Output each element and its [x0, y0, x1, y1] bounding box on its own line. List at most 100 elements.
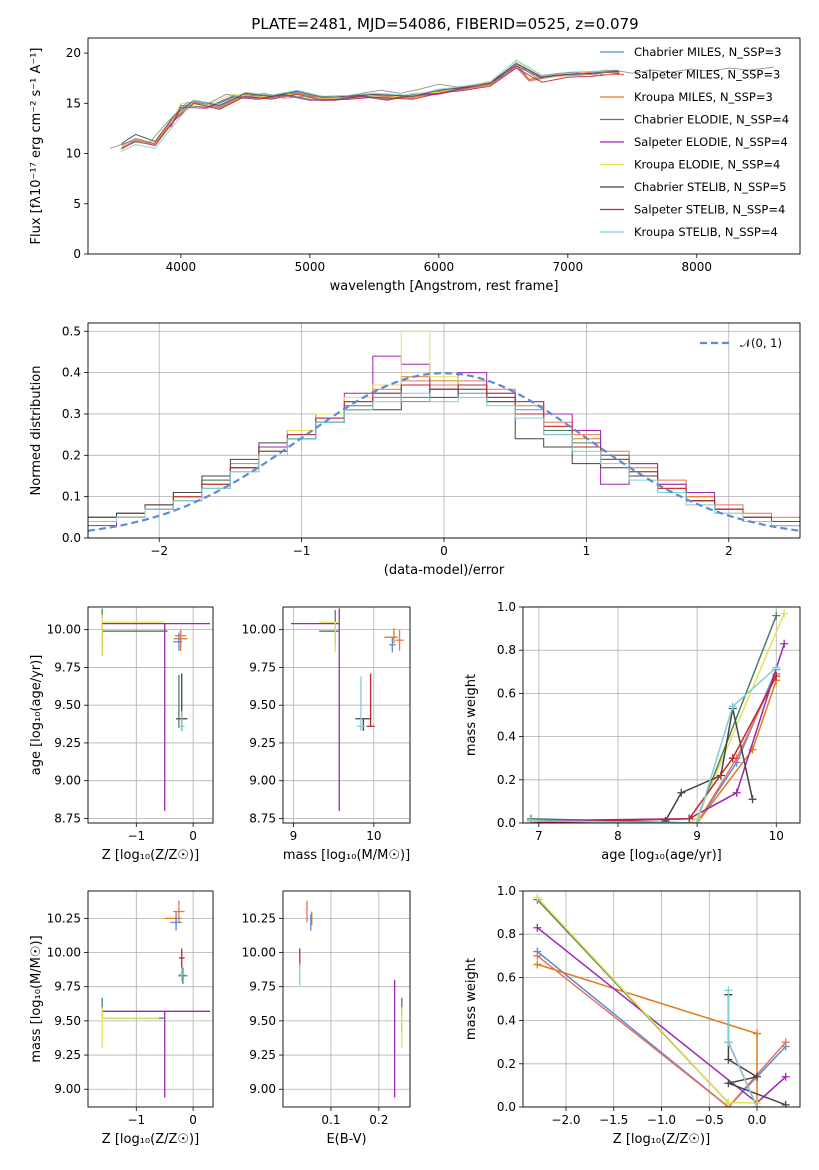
age_vs_Z-ytick-label: 8.75 [54, 811, 81, 825]
weight_vs_Z-ytick-label: 0.8 [497, 927, 516, 941]
panel-weight_vs_age: 7 8 9 10 0.0 0.2 0.4 0.6 0.8 1.0 age [log₁₀(age/yr… [464, 600, 801, 863]
age_vs_Z-ytick-label: 9.00 [54, 774, 81, 788]
spectrum-legend-label: Kroupa MILES, N_SSP=3 [634, 90, 773, 104]
spectrum-data-line [109, 62, 775, 149]
spectrum-xtick-label: 6000 [424, 260, 455, 274]
spectrum-ytick-label: 15 [66, 96, 81, 110]
spectrum-legend-label: Salpeter ELODIE, N_SSP=4 [634, 135, 788, 149]
age_vs_Z-xtick-label: −1 [127, 829, 145, 843]
weight_vs_Z-ylabel: mass weight [464, 958, 479, 1040]
weight_vs_age-ytick-label: 0.0 [497, 816, 516, 830]
weight_vs_age-series-marker [728, 702, 737, 711]
spectrum-xtick-label: 4000 [166, 260, 197, 274]
panel-residuals: −2 −1 0 1 2 0.0 0.1 0.2 0.3 0.4 0.5 (data-model)/er… [29, 322, 801, 578]
weight_vs_age-series-marker [772, 663, 781, 672]
mass_vs_Z-ytick-label: 9.50 [54, 1014, 81, 1028]
weight_vs_age-xtick-label: 7 [535, 829, 543, 843]
weight_vs_age-series-marker [677, 788, 686, 797]
mass_vs_EBV-xtick-label: 0.2 [369, 1113, 388, 1127]
residuals-ytick-label: 0.0 [62, 531, 81, 545]
spectrum-ylabel: Flux [fλ10⁻¹⁷ erg cm⁻² s⁻¹ A⁻¹] [29, 48, 44, 245]
weight_vs_age-xtick-label: 10 [769, 829, 784, 843]
weight_vs_Z-xtick-label: −1.5 [599, 1113, 628, 1127]
weight_vs_age-series-marker [772, 611, 781, 620]
mass_vs_EBV-plot-area [299, 900, 403, 1098]
panel-mass_vs_Z: −1 0 9.00 9.25 9.50 9.75 10.00 10.25 Z [log₁₀(Z/… [29, 890, 214, 1147]
panel-mass_vs_EBV: 0.1 0.2 9.00 9.25 9.50 9.75 10.00 10.25 E(B-V) [242, 890, 411, 1147]
age_vs_Z-grid [88, 607, 213, 823]
residuals-ylabel: Normed distribution [29, 366, 44, 496]
age_vs_mass-ytick-label: 9.00 [249, 774, 276, 788]
weight_vs_Z-plot-area [533, 893, 790, 1107]
residuals-xtick-label: 2 [725, 544, 733, 558]
spectrum-legend-label: Chabrier MILES, N_SSP=3 [634, 45, 781, 59]
mass_vs_EBV-ytick-label: 9.50 [249, 1014, 276, 1028]
mass_vs_Z-grid [88, 891, 213, 1107]
weight_vs_age-ytick-label: 0.2 [497, 773, 516, 787]
mass_vs_Z-ytick-label: 9.00 [54, 1082, 81, 1096]
age_vs_mass-ytick-label: 9.50 [249, 698, 276, 712]
age_vs_Z-ytick-label: 10.00 [47, 623, 81, 637]
weight_vs_Z-series-marker [724, 1055, 733, 1064]
weight_vs_Z-series-marker [753, 1103, 762, 1107]
spectrum-plot-area [109, 59, 775, 152]
age_vs_mass-xlabel: mass [log₁₀(M/M☉)] [283, 848, 410, 863]
weight_vs_age-series-marker [748, 795, 757, 804]
weight_vs_Z-series-marker [724, 986, 733, 995]
weight_vs_age-xtick-label: 8 [614, 829, 622, 843]
spectrum-ytick-label: 0 [73, 247, 81, 261]
spectrum-legend-label: Kroupa ELODIE, N_SSP=4 [634, 158, 780, 172]
weight_vs_Z-series-marker [533, 893, 542, 902]
spectrum-xlabel: wavelength [Angstrom, rest frame] [330, 279, 559, 294]
weight_vs_Z-series-line [536, 955, 787, 1107]
weight_vs_Z-frame [522, 890, 801, 1108]
spectrum-ytick-label: 20 [66, 46, 81, 60]
mass_vs_EBV-ytick-label: 9.75 [249, 980, 276, 994]
panel-age_vs_mass: 9 10 8.75 9.00 9.25 9.50 9.75 10.00 mass [log₁₀(… [242, 606, 411, 863]
mass_vs_Z-ytick-label: 10.25 [47, 911, 81, 925]
spectrum-xtick-label: 7000 [553, 260, 584, 274]
age_vs_Z-plot-area [101, 608, 211, 811]
mass_vs_Z-ylabel: mass [log₁₀(M/M☉)] [29, 935, 44, 1062]
residuals-xtick-label: −2 [150, 544, 168, 558]
residuals-ytick-label: 0.5 [62, 324, 81, 338]
mass_vs_EBV-ytick-label: 10.25 [242, 911, 276, 925]
spectrum-frame [87, 37, 801, 255]
weight_vs_Z-series-marker [724, 1079, 733, 1088]
spectrum-model-line [121, 59, 620, 152]
age_vs_Z-ylabel: age [log₁₀(age/yr)] [29, 655, 44, 776]
weight_vs_Z-ytick-label: 1.0 [497, 884, 516, 898]
age_vs_Z-xlabel: Z [log₁₀(Z/Z☉)] [102, 848, 199, 863]
residuals-xtick-label: 1 [583, 544, 591, 558]
residuals-ytick-label: 0.1 [62, 490, 81, 504]
mass_vs_Z-ytick-label: 10.00 [47, 946, 81, 960]
spectrum-legend-label: Kroupa STELIB, N_SSP=4 [634, 225, 778, 239]
residuals-ytick-label: 0.2 [62, 448, 81, 462]
residuals-xtick-label: −1 [293, 544, 311, 558]
weight_vs_age-ytick-label: 1.0 [497, 600, 516, 614]
residuals-ytick-label: 0.3 [62, 407, 81, 421]
weight_vs_age-ytick-label: 0.6 [497, 686, 516, 700]
weight_vs_age-series-marker [772, 672, 781, 681]
residual-legend-label: 𝒩(0, 1) [740, 336, 782, 350]
mass_vs_EBV-xtick-label: 0.1 [321, 1113, 340, 1127]
weight_vs_Z-xtick-label: −0.5 [695, 1113, 724, 1127]
residuals-xlabel: (data-model)/error [384, 563, 505, 578]
age_vs_Z-ytick-label: 9.75 [54, 660, 81, 674]
mass_vs_Z-frame [87, 890, 214, 1108]
age_vs_mass-plot-area [291, 608, 404, 811]
weight_vs_Z-series-marker [781, 1072, 790, 1081]
residual-histogram-step [88, 384, 800, 522]
residual-histogram-step [88, 392, 800, 527]
weight_vs_Z-xlabel: Z [log₁₀(Z/Z☉)] [613, 1132, 710, 1147]
weight_vs_age-series-marker [693, 819, 702, 823]
residuals-xtick-label: 0 [440, 544, 448, 558]
weight_vs_Z-ytick-label: 0.2 [497, 1057, 516, 1071]
mass_vs_Z-xtick-label: 0 [189, 1113, 197, 1127]
weight_vs_Z-series-line [536, 950, 787, 1107]
weight_vs_age-ylabel: mass weight [464, 674, 479, 756]
weight_vs_age-series-marker [661, 816, 670, 823]
panel-spectrum: 4000 5000 6000 7000 8000 0 5 10 15 20 wavelength [… [29, 37, 801, 294]
residuals-frame [87, 322, 801, 539]
